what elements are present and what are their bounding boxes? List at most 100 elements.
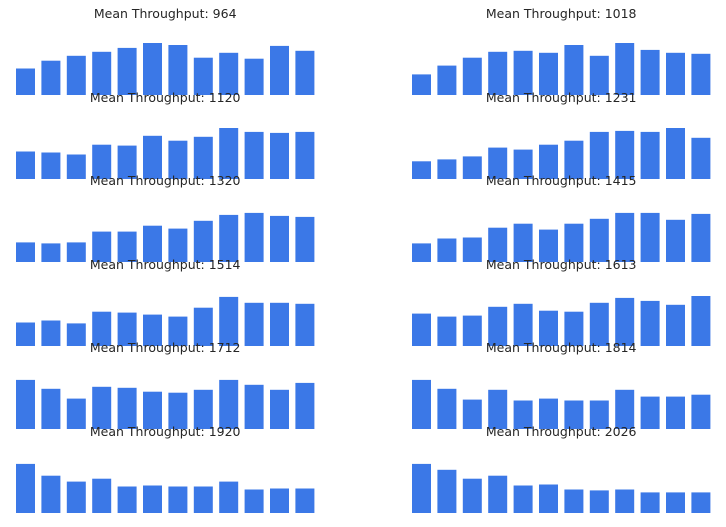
bar — [168, 140, 188, 179]
bar — [488, 389, 508, 429]
bar — [666, 52, 685, 95]
bar — [295, 50, 315, 95]
bar — [219, 481, 239, 513]
panel-title: Mean Throughput: 1231 — [486, 90, 637, 105]
bar — [488, 475, 508, 513]
bar — [640, 212, 660, 262]
bar — [219, 128, 239, 179]
bar — [16, 68, 35, 95]
bar — [41, 243, 61, 262]
bar — [219, 379, 239, 429]
bar — [16, 242, 35, 262]
bar — [640, 131, 660, 179]
bar — [513, 50, 533, 95]
bar — [462, 399, 482, 429]
bar — [589, 400, 609, 429]
bar — [564, 489, 584, 513]
bar — [16, 463, 35, 513]
bar — [92, 386, 112, 429]
panel-4: Mean Throughput: 1231 — [412, 90, 711, 179]
bar — [640, 396, 660, 429]
bar — [691, 213, 711, 262]
panel-12: Mean Throughput: 2026 — [412, 424, 711, 513]
bar — [270, 215, 289, 262]
bar — [193, 486, 213, 513]
bar — [462, 237, 482, 262]
bar — [193, 57, 213, 95]
bar — [41, 388, 61, 429]
panel-7: Mean Throughput: 1514 — [16, 257, 315, 346]
panel-title: Mean Throughput: 1814 — [486, 340, 637, 355]
bar — [270, 302, 289, 346]
bar — [193, 220, 213, 262]
bar — [513, 303, 533, 346]
bar — [640, 492, 660, 513]
bar — [691, 296, 711, 346]
bar — [41, 60, 61, 95]
bar — [295, 216, 315, 262]
bar — [691, 492, 711, 513]
panel-9: Mean Throughput: 1712 — [16, 340, 315, 429]
bar — [666, 128, 685, 179]
bar — [666, 219, 685, 262]
panel-title: Mean Throughput: 2026 — [486, 424, 637, 439]
bar — [437, 238, 457, 262]
bar — [143, 314, 162, 346]
bar — [437, 65, 457, 95]
panel-title: Mean Throughput: 1920 — [90, 424, 241, 439]
bar — [270, 389, 289, 429]
bar — [488, 147, 508, 179]
bar — [564, 223, 584, 262]
bar — [66, 55, 86, 95]
bar — [437, 159, 457, 179]
bar — [615, 43, 635, 95]
bar — [92, 51, 112, 95]
bar — [193, 136, 213, 179]
bar — [539, 398, 558, 429]
bar — [539, 52, 558, 95]
bar — [92, 311, 112, 346]
bar — [219, 52, 239, 95]
bar — [143, 43, 162, 95]
bar — [462, 156, 482, 179]
panel-title: Mean Throughput: 1514 — [90, 257, 241, 272]
bar — [615, 489, 635, 513]
bar — [462, 478, 482, 513]
bar — [295, 303, 315, 346]
bar — [564, 140, 584, 179]
panel-2: Mean Throughput: 1018 — [412, 6, 711, 95]
panel-10: Mean Throughput: 1814 — [412, 340, 711, 429]
bar — [513, 149, 533, 179]
bar — [193, 307, 213, 346]
bar — [117, 312, 137, 346]
bar — [117, 486, 137, 513]
bar — [244, 489, 264, 513]
bar — [615, 297, 635, 346]
bar — [92, 144, 112, 179]
bar — [41, 475, 61, 513]
bar — [41, 320, 61, 346]
bar — [143, 485, 162, 513]
bar — [168, 486, 188, 513]
panel-1: Mean Throughput: 964 — [16, 6, 315, 95]
bar — [564, 400, 584, 429]
bar — [143, 225, 162, 262]
bar — [92, 478, 112, 513]
bar — [412, 74, 431, 95]
bar — [66, 481, 86, 513]
bar — [270, 488, 289, 513]
panel-title: Mean Throughput: 1320 — [90, 173, 241, 188]
panel-title: Mean Throughput: 1613 — [486, 257, 637, 272]
panel-title: Mean Throughput: 964 — [94, 6, 237, 21]
bar — [564, 45, 584, 95]
bar — [117, 47, 137, 95]
bar — [117, 145, 137, 179]
bar — [488, 306, 508, 346]
bar — [615, 389, 635, 429]
panel-title: Mean Throughput: 1712 — [90, 340, 241, 355]
bar — [295, 131, 315, 179]
panel-title: Mean Throughput: 1018 — [486, 6, 637, 21]
bar — [539, 144, 558, 179]
panel-title: Mean Throughput: 1415 — [486, 173, 637, 188]
